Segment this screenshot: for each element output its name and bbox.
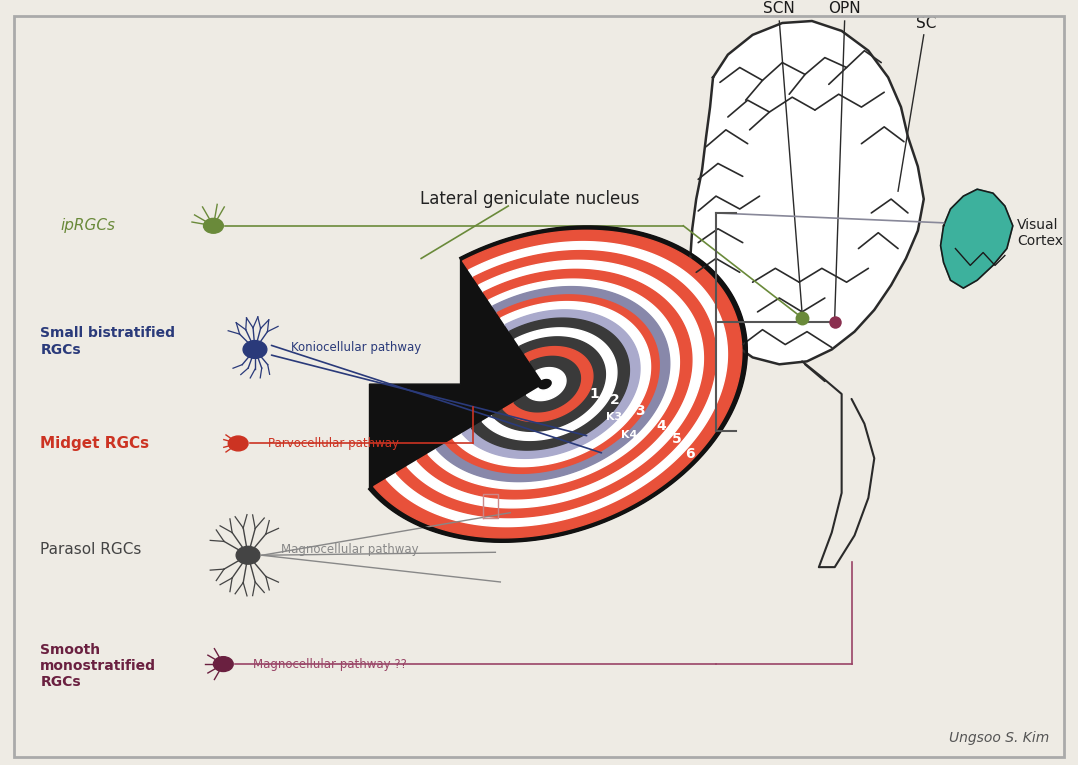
Text: Magnocellular pathway: Magnocellular pathway: [280, 543, 418, 556]
Text: Koniocellular pathway: Koniocellular pathway: [291, 341, 420, 354]
Text: Ungsoo S. Kim: Ungsoo S. Kim: [949, 731, 1049, 745]
Text: Smooth
monostratified
RGCs: Smooth monostratified RGCs: [40, 643, 156, 689]
Polygon shape: [514, 356, 580, 412]
Text: 6: 6: [686, 448, 694, 461]
Text: 3: 3: [635, 404, 645, 418]
Polygon shape: [417, 269, 692, 499]
Polygon shape: [453, 301, 650, 467]
Polygon shape: [493, 337, 606, 431]
Polygon shape: [471, 318, 630, 450]
Text: 4: 4: [657, 418, 666, 433]
Text: K3: K3: [606, 412, 622, 422]
Polygon shape: [462, 310, 640, 458]
Polygon shape: [428, 279, 679, 489]
Text: Small bistratified
RGCs: Small bistratified RGCs: [40, 327, 176, 356]
Text: SCN: SCN: [763, 1, 796, 16]
Polygon shape: [397, 251, 716, 518]
Text: Parasol RGCs: Parasol RGCs: [40, 542, 141, 557]
Text: Lateral geniculate nucleus: Lateral geniculate nucleus: [420, 190, 639, 208]
Text: SC: SC: [915, 16, 936, 31]
Polygon shape: [437, 287, 669, 482]
Polygon shape: [482, 328, 617, 441]
Text: Magnocellular pathway ??: Magnocellular pathway ??: [253, 658, 406, 671]
Text: Parvocellular pathway: Parvocellular pathway: [267, 437, 399, 450]
Ellipse shape: [213, 656, 233, 672]
Polygon shape: [386, 242, 728, 526]
Ellipse shape: [229, 436, 248, 451]
Text: 2: 2: [610, 393, 620, 407]
Text: Midget RGCs: Midget RGCs: [40, 436, 150, 451]
Text: 5: 5: [672, 432, 681, 446]
Ellipse shape: [204, 218, 223, 233]
Ellipse shape: [244, 340, 267, 358]
Text: ipRGCs: ipRGCs: [60, 218, 115, 233]
Text: Visual
Cortex: Visual Cortex: [1017, 217, 1063, 248]
Polygon shape: [370, 226, 747, 542]
Text: 1: 1: [590, 387, 599, 401]
Polygon shape: [941, 189, 1013, 288]
Text: OPN: OPN: [828, 1, 861, 16]
Polygon shape: [370, 226, 747, 542]
Polygon shape: [445, 295, 660, 474]
Text: K4: K4: [621, 431, 637, 441]
Polygon shape: [503, 347, 593, 422]
Polygon shape: [526, 368, 566, 401]
Polygon shape: [374, 230, 742, 538]
Polygon shape: [690, 21, 924, 364]
Polygon shape: [407, 260, 704, 508]
Ellipse shape: [236, 546, 260, 564]
